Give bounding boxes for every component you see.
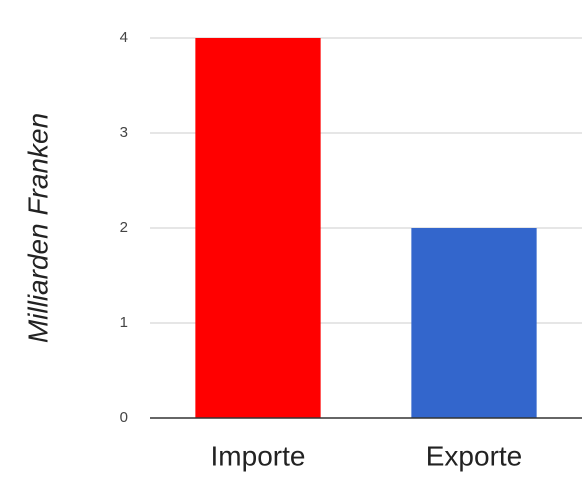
y-tick-label: 1 [120, 314, 128, 331]
bar [195, 38, 321, 418]
y-tick-label: 0 [120, 409, 128, 426]
y-tick-label: 3 [120, 124, 128, 141]
y-tick-label: 4 [120, 29, 128, 46]
x-tick-label: Exporte [426, 440, 523, 471]
x-tick-label: Importe [211, 440, 306, 471]
bar [411, 228, 537, 418]
y-axis-label: Milliarden Franken [22, 113, 53, 343]
y-tick-label: 2 [120, 219, 128, 236]
